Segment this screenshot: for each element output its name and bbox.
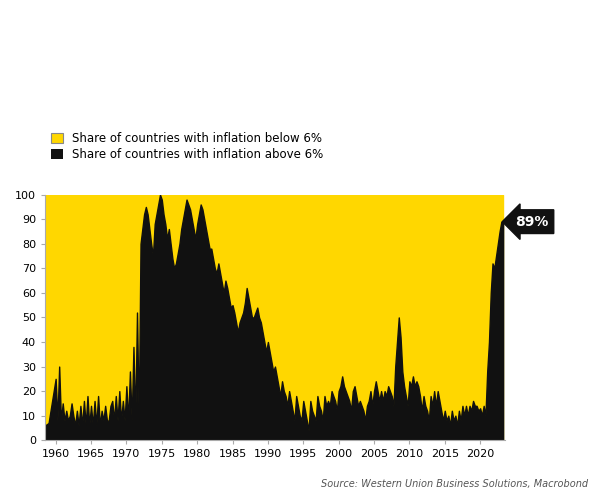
Text: 89%: 89% bbox=[515, 215, 549, 229]
Text: Source: Western Union Business Solutions, Macrobond: Source: Western Union Business Solutions… bbox=[321, 479, 588, 489]
Legend: Share of countries with inflation below 6%, Share of countries with inflation ab: Share of countries with inflation below … bbox=[51, 132, 323, 161]
